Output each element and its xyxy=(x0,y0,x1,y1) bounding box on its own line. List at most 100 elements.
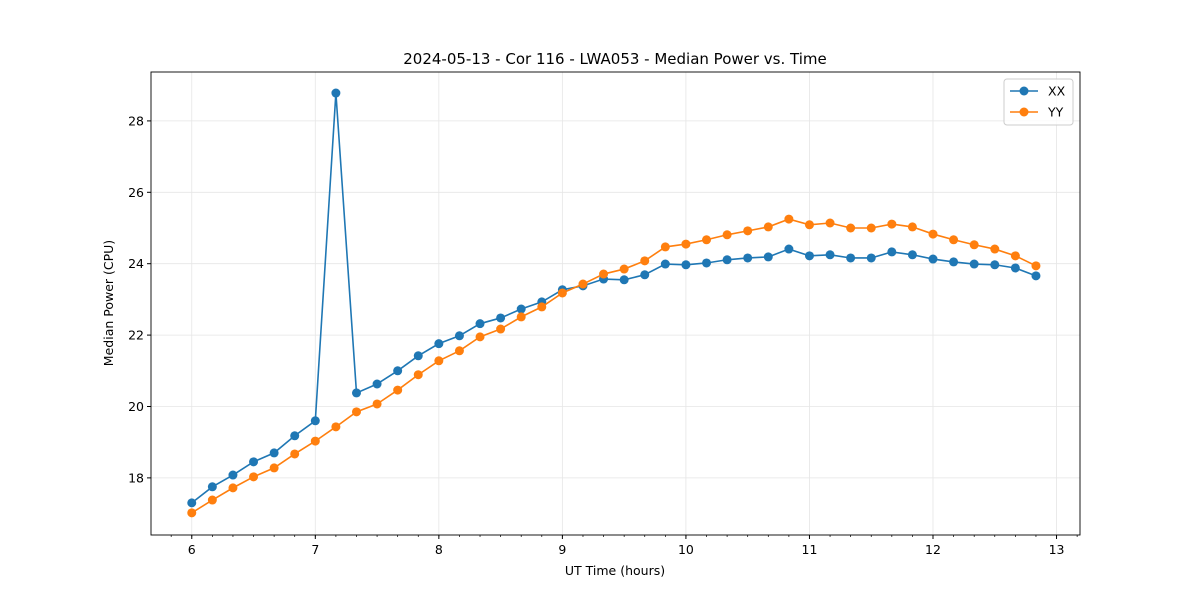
data-point-yy xyxy=(496,324,506,334)
data-point-yy xyxy=(887,219,897,229)
data-point-xx xyxy=(743,253,753,263)
y-tick-label: 28 xyxy=(128,113,144,128)
plot-frame xyxy=(150,71,1081,536)
data-point-yy xyxy=(249,472,259,482)
data-point-yy xyxy=(825,218,835,228)
data-point-yy xyxy=(846,223,856,233)
data-point-xx xyxy=(907,250,917,260)
data-point-yy xyxy=(454,346,464,356)
data-point-yy xyxy=(269,463,279,473)
chart-title: 2024-05-13 - Cor 116 - LWA053 - Median P… xyxy=(403,50,827,68)
data-point-xx xyxy=(763,252,773,262)
data-point-yy xyxy=(393,385,403,395)
data-point-yy xyxy=(310,436,320,446)
data-point-xx xyxy=(969,259,979,269)
data-point-yy xyxy=(763,222,773,232)
data-point-yy xyxy=(557,288,567,298)
data-point-xx xyxy=(475,319,485,329)
legend-marker xyxy=(1019,86,1029,96)
data-point-xx xyxy=(331,88,341,98)
data-point-yy xyxy=(331,422,341,432)
data-point-yy xyxy=(784,214,794,224)
x-tick-label: 11 xyxy=(802,542,818,557)
data-point-xx xyxy=(434,339,444,349)
data-point-xx xyxy=(228,470,238,480)
data-point-xx xyxy=(784,244,794,254)
data-point-xx xyxy=(722,255,732,265)
data-point-yy xyxy=(743,226,753,236)
data-point-xx xyxy=(516,304,526,314)
data-point-yy xyxy=(640,256,650,266)
data-point-xx xyxy=(702,258,712,268)
data-point-xx xyxy=(660,259,670,269)
legend-marker xyxy=(1019,107,1029,117)
data-point-xx xyxy=(351,388,361,398)
data-point-yy xyxy=(537,302,547,312)
data-point-yy xyxy=(907,222,917,232)
data-point-xx xyxy=(887,247,897,257)
data-point-xx xyxy=(928,254,938,264)
x-tick-label: 8 xyxy=(435,542,443,557)
data-point-yy xyxy=(413,370,423,380)
x-tick-label: 9 xyxy=(558,542,566,557)
data-point-xx xyxy=(640,270,650,280)
y-tick-label: 18 xyxy=(128,470,144,485)
data-point-yy xyxy=(969,240,979,250)
data-point-xx xyxy=(825,250,835,260)
data-point-xx xyxy=(1031,271,1041,281)
data-point-yy xyxy=(228,483,238,493)
y-tick-label: 26 xyxy=(128,185,144,200)
y-tick-label: 20 xyxy=(128,399,144,414)
data-point-yy xyxy=(702,235,712,245)
data-point-xx xyxy=(249,457,259,467)
x-tick-label: 12 xyxy=(925,542,941,557)
data-point-yy xyxy=(351,407,361,417)
data-point-yy xyxy=(1031,261,1041,271)
data-point-yy xyxy=(681,239,691,249)
data-point-xx xyxy=(269,448,279,458)
data-point-xx xyxy=(310,416,320,426)
data-point-yy xyxy=(207,495,217,505)
data-point-yy xyxy=(434,356,444,366)
data-point-xx xyxy=(207,482,217,492)
data-point-yy xyxy=(599,269,609,279)
legend-label: XX xyxy=(1048,84,1066,99)
data-point-xx xyxy=(866,253,876,263)
x-tick-label: 6 xyxy=(188,542,196,557)
data-point-yy xyxy=(660,242,670,252)
data-point-xx xyxy=(290,431,300,441)
data-point-yy xyxy=(804,220,814,230)
data-point-xx xyxy=(949,257,959,267)
data-point-yy xyxy=(866,223,876,233)
data-point-yy xyxy=(722,230,732,240)
data-point-xx xyxy=(681,260,691,270)
data-point-xx xyxy=(496,313,506,323)
data-point-yy xyxy=(949,235,959,245)
data-point-yy xyxy=(1010,251,1020,261)
data-point-yy xyxy=(372,399,382,409)
data-point-yy xyxy=(578,279,588,289)
data-point-yy xyxy=(187,508,197,518)
y-tick-label: 22 xyxy=(128,328,144,343)
data-point-yy xyxy=(928,229,938,239)
data-point-yy xyxy=(516,312,526,322)
data-point-xx xyxy=(990,260,1000,270)
x-tick-label: 10 xyxy=(678,542,694,557)
x-tick-label: 13 xyxy=(1049,542,1065,557)
data-point-yy xyxy=(990,244,1000,254)
y-axis-label: Median Power (CPU) xyxy=(101,240,116,366)
data-point-yy xyxy=(475,332,485,342)
data-point-xx xyxy=(804,251,814,261)
data-point-xx xyxy=(619,275,629,285)
data-point-xx xyxy=(846,253,856,263)
data-point-xx xyxy=(413,351,423,361)
data-point-yy xyxy=(290,449,300,459)
data-point-yy xyxy=(619,264,629,274)
data-point-xx xyxy=(454,331,464,341)
data-point-xx xyxy=(1010,263,1020,273)
legend-label: YY xyxy=(1047,105,1064,120)
data-point-xx xyxy=(372,379,382,389)
x-axis-label: UT Time (hours) xyxy=(565,563,665,578)
